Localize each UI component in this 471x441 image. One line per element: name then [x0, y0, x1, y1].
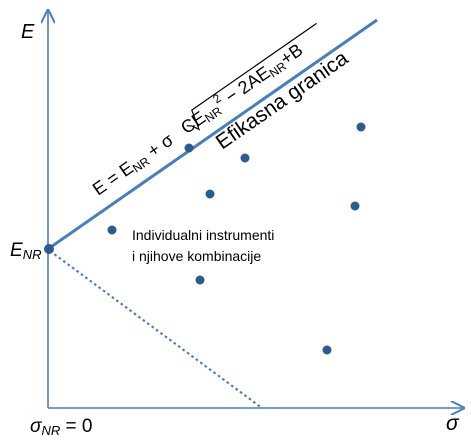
- sqrt-sign: [186, 22, 317, 131]
- instrument-point: [356, 122, 366, 132]
- instrument-point: [107, 225, 117, 235]
- intercept-label: ENR: [10, 240, 41, 262]
- cloud-label-line2: i njihove kombinacije: [132, 248, 261, 264]
- dotted-lower-line: [49, 250, 263, 409]
- origin-label: σNR = 0: [30, 416, 92, 436]
- efficient-frontier-line: [47, 18, 378, 251]
- instrument-point: [205, 189, 215, 199]
- frontier-formula: E = ENR + σCENR2 − 2AENR+B: [89, 22, 317, 199]
- instrument-point: [322, 345, 332, 355]
- x-axis-label: σ: [446, 412, 460, 435]
- cloud-label-line1: Individualni instrumenti: [132, 227, 274, 243]
- intercept-point: [44, 244, 54, 254]
- instrument-point: [195, 275, 205, 285]
- instrument-point: [240, 153, 250, 163]
- instrument-point: [350, 201, 360, 211]
- y-axis-label: E: [21, 21, 35, 43]
- instrument-points: [107, 122, 366, 355]
- instrument-point: [184, 143, 194, 153]
